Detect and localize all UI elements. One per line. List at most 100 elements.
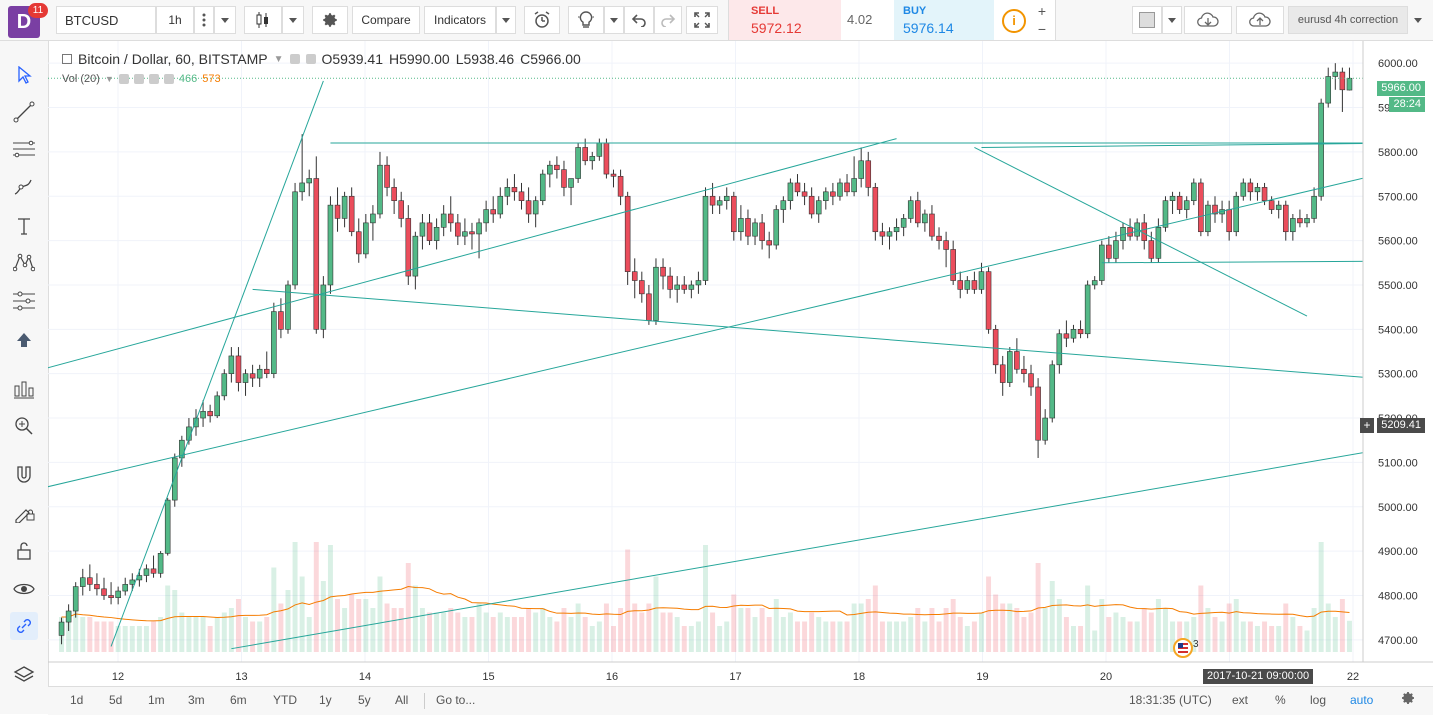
indicators-dropdown-icon[interactable] <box>496 6 516 34</box>
series-title[interactable]: Bitcoin / Dollar, 60, BITSTAMP <box>78 51 268 67</box>
volume-bar <box>1276 626 1282 652</box>
symbol-search-input[interactable]: BTCUSD <box>56 6 156 34</box>
candle-body <box>1176 195 1183 210</box>
ideas-bulb-icon[interactable] <box>568 6 604 34</box>
range-1y[interactable]: 1y <box>319 693 332 707</box>
redo-icon[interactable] <box>654 6 682 34</box>
range-5d[interactable]: 5d <box>109 693 123 707</box>
range-3m[interactable]: 3m <box>188 693 205 707</box>
pattern-icon[interactable] <box>10 248 38 276</box>
range-1d[interactable]: 1d <box>70 693 84 707</box>
goto-date-button[interactable]: Go to... <box>436 693 476 707</box>
minus-icon[interactable]: − <box>1037 21 1047 37</box>
percent-scale-toggle[interactable]: % <box>1275 693 1286 707</box>
cursor-price-label: 5209.41 <box>1377 418 1425 433</box>
cursor-icon[interactable] <box>10 61 38 89</box>
interval-more-icon[interactable] <box>194 6 214 34</box>
economic-event-flag-icon[interactable] <box>1173 638 1193 658</box>
volume-bar <box>1325 603 1331 652</box>
cloud-save-icon[interactable] <box>1236 6 1284 34</box>
plus-icon[interactable]: + <box>1037 3 1047 19</box>
buy-button[interactable]: BUY 5976.14 <box>894 0 994 40</box>
legend-more-icon[interactable]: ▼ <box>273 53 284 65</box>
log-scale-toggle[interactable]: log <box>1310 693 1327 707</box>
volume-eye-icon[interactable] <box>118 74 129 84</box>
volume-bar <box>851 603 857 652</box>
candle-body <box>943 240 949 250</box>
volume-bar <box>101 621 107 652</box>
volume-bar <box>1127 621 1133 652</box>
brush-icon[interactable] <box>10 173 38 201</box>
candle-body <box>681 284 688 290</box>
volume-bar <box>596 621 602 652</box>
measure-icon[interactable] <box>10 287 38 315</box>
arrow-up-icon[interactable] <box>10 326 38 354</box>
range-ytd[interactable]: YTD <box>273 693 297 707</box>
range-1m[interactable]: 1m <box>148 693 165 707</box>
interval-dropdown-icon[interactable] <box>214 6 236 34</box>
candle-body <box>950 249 956 281</box>
scale-settings-gear-icon[interactable] <box>1400 690 1416 709</box>
candle-body <box>815 200 822 215</box>
fullscreen-icon[interactable] <box>686 6 718 34</box>
chart-style-dropdown-icon[interactable] <box>282 6 304 34</box>
legend-eye-icon[interactable] <box>289 54 300 64</box>
zoom-icon[interactable] <box>10 412 38 440</box>
layout-dropdown-icon[interactable] <box>1408 6 1428 34</box>
candle-body <box>426 222 433 241</box>
sell-button[interactable]: SELL 5972.12 <box>729 0 841 40</box>
range-6m[interactable]: 6m <box>230 693 247 707</box>
volume-bar <box>809 612 815 652</box>
legend-settings-icon[interactable] <box>305 54 316 64</box>
volume-add-icon[interactable] <box>148 74 159 84</box>
link-icon[interactable] <box>10 612 38 640</box>
undo-icon[interactable] <box>624 6 654 34</box>
trend-line-icon[interactable] <box>10 98 38 126</box>
candle-body <box>547 164 553 175</box>
collapse-legend-icon[interactable] <box>62 54 72 64</box>
drawing-color-dropdown-icon[interactable] <box>1162 6 1182 34</box>
settings-gear-icon[interactable] <box>312 6 348 34</box>
volume-bar <box>879 621 885 652</box>
trade-info-icon[interactable]: i <box>1002 9 1026 33</box>
volume-legend: Vol (20) ▼ 466 573 <box>62 73 221 85</box>
volume-close-icon[interactable] <box>163 74 174 84</box>
lock-drawing-icon[interactable] <box>10 499 38 527</box>
cloud-load-icon[interactable] <box>1184 6 1232 34</box>
volume-settings-icon[interactable] <box>133 74 144 84</box>
candle-body <box>1127 227 1133 237</box>
ext-hours-toggle[interactable]: ext <box>1232 693 1249 707</box>
range-5y[interactable]: 5y <box>358 693 371 707</box>
unlock-icon[interactable] <box>10 537 38 565</box>
text-icon[interactable] <box>10 212 38 240</box>
candle-body <box>1169 195 1176 201</box>
volume-title[interactable]: Vol (20) <box>62 73 100 85</box>
utc-clock[interactable]: 18:31:35 (UTC) <box>1129 693 1212 707</box>
volume-bar <box>356 599 362 652</box>
ideas-dropdown-icon[interactable] <box>604 6 624 34</box>
indicators-button[interactable]: Indicators <box>424 6 496 34</box>
price-chart[interactable]: 6000.005900.005800.005700.005600.005500.… <box>48 41 1433 686</box>
interval-button[interactable]: 1h <box>156 6 194 34</box>
volume-more-icon[interactable]: ▼ <box>104 74 114 84</box>
volume-bar <box>221 612 227 652</box>
candle-body <box>738 218 744 233</box>
range-all[interactable]: All <box>395 693 409 707</box>
drawing-color-icon[interactable] <box>1132 6 1162 34</box>
magnet-icon[interactable] <box>10 461 38 489</box>
add-alert-plus-icon[interactable]: + <box>1360 418 1374 433</box>
alert-clock-icon[interactable] <box>524 6 560 34</box>
notification-badge[interactable]: 11 <box>28 3 48 18</box>
candle-body <box>780 200 787 210</box>
fib-lines-icon[interactable] <box>10 135 38 163</box>
eye-icon[interactable] <box>10 575 38 603</box>
compare-button[interactable]: Compare <box>352 6 420 34</box>
chart-pane[interactable]: 6000.005900.005800.005700.005600.005500.… <box>48 41 1433 686</box>
layers-icon[interactable] <box>10 661 38 689</box>
volume-bar <box>129 626 135 652</box>
chart-style-candles-icon[interactable] <box>244 6 282 34</box>
candle-body <box>646 293 652 321</box>
long-position-icon[interactable] <box>10 375 38 403</box>
layout-name-button[interactable]: eurusd 4h correction <box>1288 6 1408 34</box>
auto-scale-toggle[interactable]: auto <box>1350 693 1374 707</box>
